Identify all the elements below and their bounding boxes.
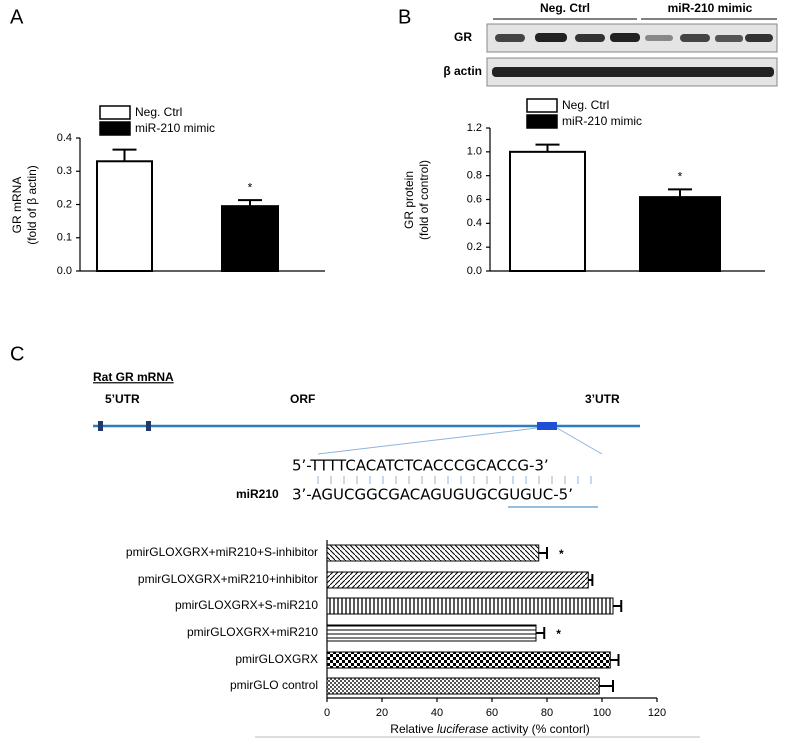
blot-group: miR-210 mimic bbox=[668, 1, 753, 15]
blot-row: GR bbox=[454, 30, 472, 44]
y-tick-label: 0.0 bbox=[467, 265, 482, 277]
x-axis-label-part: luciferase bbox=[437, 722, 489, 736]
legend-swatch bbox=[99, 121, 131, 136]
bar bbox=[326, 544, 540, 562]
sequence-label: miR210 bbox=[236, 487, 279, 501]
y-tick-label: 0.0 bbox=[57, 265, 72, 277]
bar bbox=[326, 597, 614, 615]
panel-label: B bbox=[398, 6, 411, 28]
legend-swatch bbox=[526, 98, 558, 113]
sequence: 5’-TTTTCACATCTCACCCGCACCG-3’ bbox=[292, 457, 549, 475]
legend-label: Neg. Ctrl bbox=[562, 98, 609, 112]
category-label: pmirGLO control bbox=[230, 678, 318, 692]
y-tick-label: 1.0 bbox=[467, 146, 482, 158]
annotation: * bbox=[678, 170, 683, 184]
x-tick-label: 100 bbox=[593, 707, 611, 719]
bar bbox=[639, 196, 721, 272]
region-label: ORF bbox=[290, 392, 315, 406]
x-axis-label-part: activity (% contorl) bbox=[488, 722, 589, 736]
region-label: 5’UTR bbox=[105, 392, 140, 406]
category-label: pmirGLOXGRX+miR210+inhibitor bbox=[138, 572, 318, 586]
bar bbox=[326, 651, 611, 669]
legend-swatch bbox=[526, 114, 558, 129]
bar bbox=[509, 150, 586, 272]
category-label: pmirGLOXGRX+miR210+S-inhibitor bbox=[126, 545, 318, 559]
x-tick-label: 20 bbox=[376, 707, 388, 719]
bar bbox=[221, 205, 279, 273]
diagram-title: Rat GR mRNA bbox=[93, 370, 174, 384]
x-tick-label: 120 bbox=[648, 707, 666, 719]
annotation: * bbox=[556, 627, 561, 641]
legend-swatch bbox=[99, 105, 131, 120]
y-tick-label: 0.4 bbox=[57, 132, 72, 144]
annotation: * bbox=[559, 547, 564, 561]
y-tick-label: 0.6 bbox=[467, 193, 482, 205]
category-label: pmirGLOXGRX+miR210 bbox=[187, 625, 318, 639]
bar bbox=[326, 624, 537, 642]
x-tick-label: 80 bbox=[541, 707, 553, 719]
y-tick-label: 0.2 bbox=[467, 241, 482, 253]
bar bbox=[96, 160, 153, 272]
x-tick-label: 40 bbox=[431, 707, 443, 719]
y-tick-label: 0.8 bbox=[467, 170, 482, 182]
y-axis-label: GR protein bbox=[402, 171, 416, 229]
x-axis-label-part: Relative bbox=[390, 722, 437, 736]
annotation: * bbox=[248, 180, 253, 194]
y-tick-label: 0.2 bbox=[57, 198, 72, 210]
legend-label: Neg. Ctrl bbox=[135, 105, 182, 119]
y-tick-label: 1.2 bbox=[467, 122, 482, 134]
bar bbox=[326, 571, 589, 589]
category-label: pmirGLOXGRX+S-miR210 bbox=[175, 598, 318, 612]
x-axis-label: Relative luciferase activity (% contorl) bbox=[390, 722, 589, 736]
y-axis-label: (fold of control) bbox=[417, 160, 431, 240]
category-label: pmirGLOXGRX bbox=[235, 652, 318, 666]
sequence: 3’-AGUCGGCGACAGUGUGCGUGUC-5’ bbox=[292, 486, 573, 504]
panel-label: A bbox=[10, 6, 24, 28]
y-tick-label: 0.4 bbox=[467, 217, 482, 229]
y-axis-label: (fold of β actin) bbox=[25, 165, 39, 245]
bar bbox=[326, 677, 600, 695]
x-tick-label: 60 bbox=[486, 707, 498, 719]
legend-label: miR-210 mimic bbox=[135, 121, 215, 135]
y-axis-label: GR mRNA bbox=[10, 177, 24, 234]
y-tick-label: 0.1 bbox=[57, 232, 72, 244]
mrna-schematic bbox=[93, 421, 640, 455]
region-label: 3’UTR bbox=[585, 392, 620, 406]
y-tick-label: 0.3 bbox=[57, 165, 72, 177]
legend-label: miR-210 mimic bbox=[562, 114, 642, 128]
blot-row: β actin bbox=[443, 64, 482, 78]
x-tick-label: 0 bbox=[324, 707, 330, 719]
panel-label: C bbox=[10, 343, 24, 365]
blot bbox=[486, 23, 778, 87]
blot-group: Neg. Ctrl bbox=[540, 1, 590, 15]
